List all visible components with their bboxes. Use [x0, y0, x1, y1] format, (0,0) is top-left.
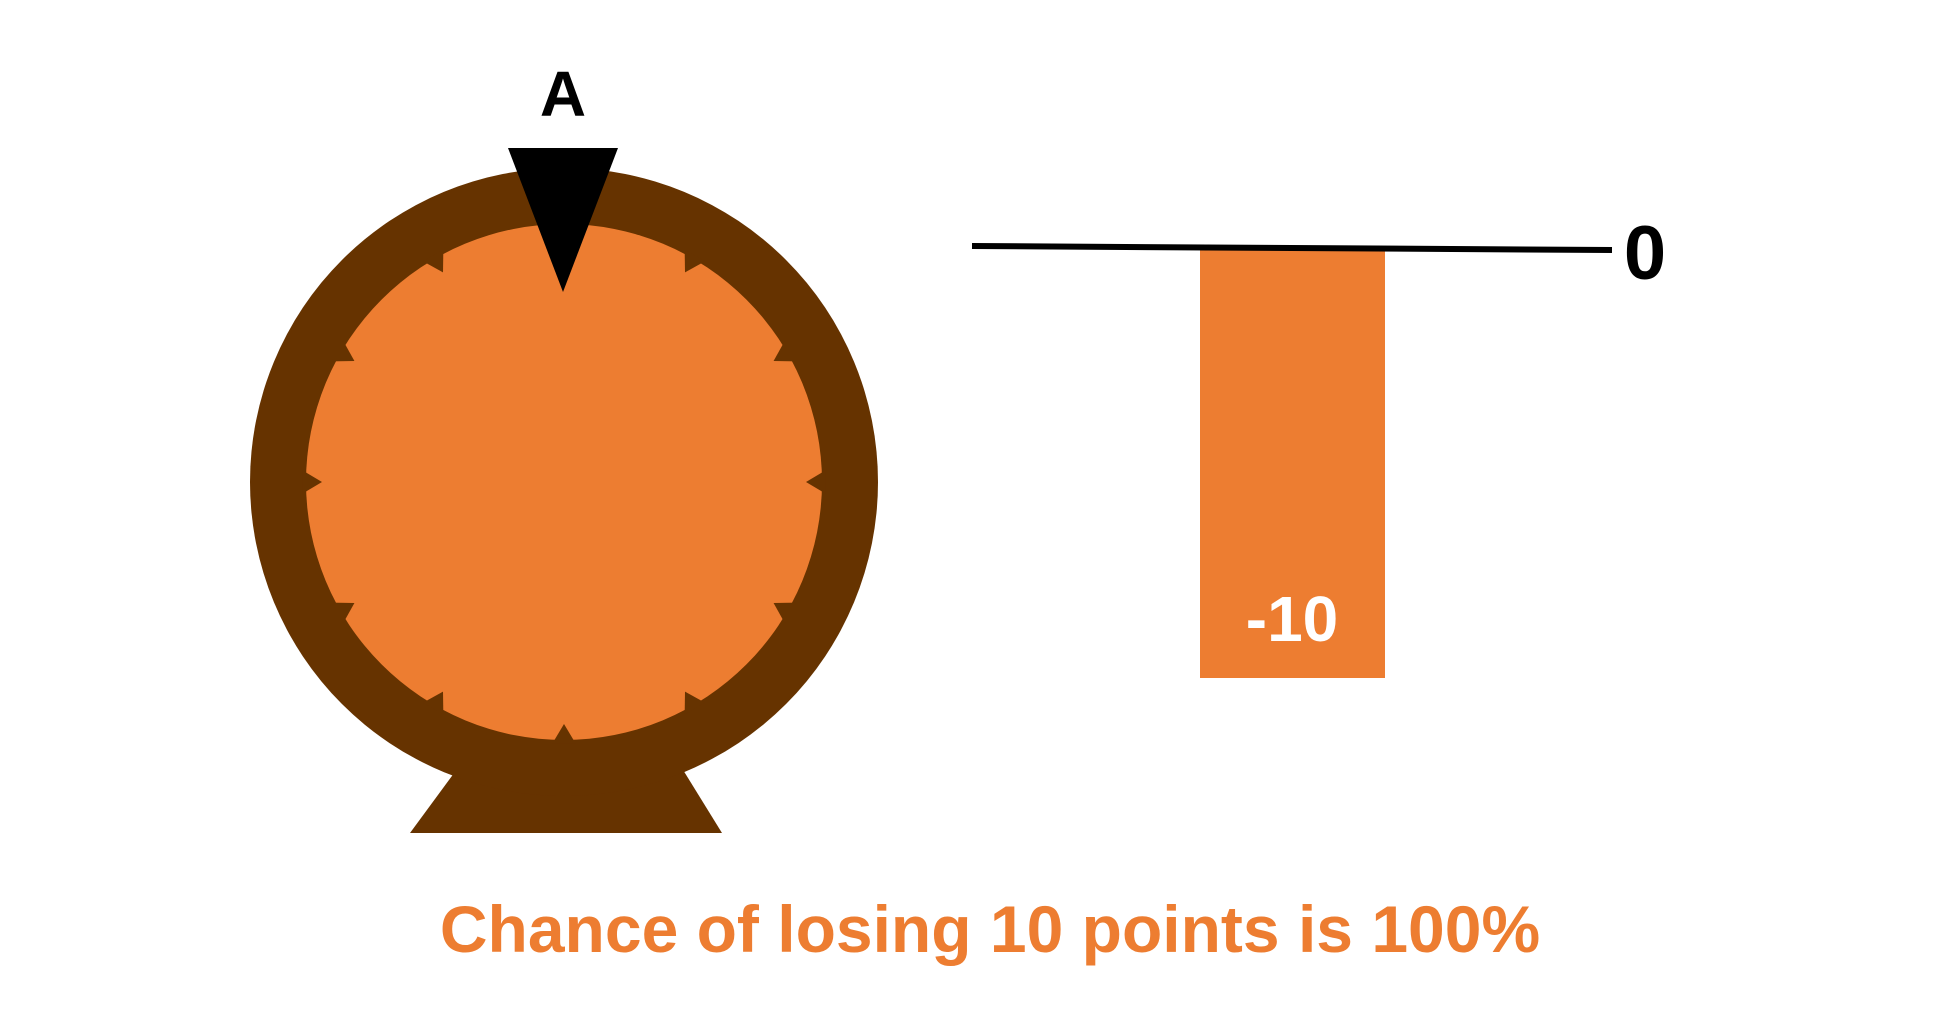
bar-value-label: -10: [1246, 583, 1339, 655]
outcome-bar: [1200, 249, 1385, 678]
wheel-face: [306, 224, 822, 740]
wheel-notch: [422, 249, 444, 273]
wheel-notch: [806, 470, 826, 494]
wheel-label: A: [540, 58, 586, 130]
wheel-notch: [684, 691, 706, 715]
wheel-notch: [422, 691, 444, 715]
wheel-notch: [552, 724, 576, 744]
outcome-bar-chart: 0 -10: [971, 211, 1666, 678]
wheel-notch: [302, 470, 322, 494]
caption-text: Chance of losing 10 points is 100%: [440, 892, 1540, 966]
wheel-notches: [302, 220, 826, 744]
wheel-notch: [331, 602, 355, 624]
wheel-notch: [773, 602, 797, 624]
pointer-icon: [508, 148, 618, 292]
wheel-notch: [773, 340, 797, 362]
wheel-notch: [684, 249, 706, 273]
baseline-label: 0: [1624, 211, 1666, 296]
spinner-wheel: A: [250, 58, 878, 833]
wheel-notch: [331, 340, 355, 362]
baseline-line: [971, 243, 1613, 253]
